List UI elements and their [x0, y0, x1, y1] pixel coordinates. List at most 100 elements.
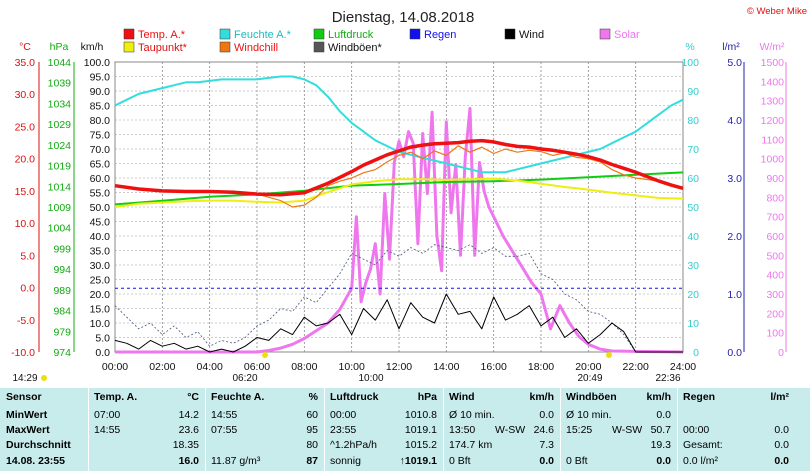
rain-value: 0.0	[774, 424, 789, 436]
series-luftdruck	[114, 171, 684, 206]
rain-unit: l/m²	[770, 391, 789, 403]
sensor-row-label: 14.08. 23:55	[6, 455, 65, 467]
legend-label: Regen	[424, 29, 456, 41]
temp-header: Temp. A.	[94, 391, 138, 403]
wind-tick-label: 0.0	[95, 347, 110, 359]
press-value: 1019.1	[404, 424, 437, 436]
legend-label: Windböen*	[328, 42, 383, 54]
legend-label: Feuchte A.*	[234, 29, 292, 41]
wind-tick-label: 95.0	[90, 72, 111, 84]
legend-swatch	[123, 41, 135, 53]
wind-tick-label: 45.0	[90, 217, 111, 229]
hum-tick-label: 10	[687, 318, 699, 330]
x-tick-label: 04:00	[197, 361, 223, 373]
wind-unit: km/h	[529, 391, 554, 403]
rain-header: Regen	[683, 391, 716, 403]
rain-tick-label: 5.0	[727, 57, 742, 69]
x-tick-label: 14:00	[433, 361, 459, 373]
press-tick-label: 1039	[48, 78, 72, 90]
press-tick-label: 1014	[48, 181, 72, 193]
x-tick-label: 10:00	[339, 361, 365, 373]
temp-value: 14.2	[178, 409, 199, 421]
hum-unit: %	[308, 391, 318, 403]
sensor-row-label: Durchschnitt	[6, 439, 71, 451]
temp-unit: °C	[187, 391, 199, 403]
solar-tick-label: 300	[766, 289, 784, 301]
rain-tick-label: 2.0	[727, 231, 742, 243]
solar-tick-label: 700	[766, 212, 784, 224]
marker-sunset: 20:49	[577, 373, 602, 384]
sensor-row-label: MinWert	[6, 409, 48, 421]
legend-swatch	[599, 28, 611, 40]
sun-icon	[41, 375, 47, 381]
solar-tick-label: 1200	[761, 115, 785, 127]
stats-table: Sensor MinWert MaxWert Durchschnitt 14.08. 2…	[0, 388, 810, 471]
temp-tick-label: 25.0	[15, 121, 36, 133]
hum-tick-label: 0	[693, 347, 699, 359]
press-header: Luftdruck	[330, 391, 379, 403]
press-tick-label: 999	[53, 243, 71, 255]
gust-unit: km/h	[646, 391, 671, 403]
temp-tick-label: 20.0	[15, 154, 36, 166]
press-tick-label: 1024	[48, 140, 72, 152]
solar-tick-label: 200	[766, 308, 784, 320]
press-cell: sonnig	[330, 455, 361, 467]
legend: Temp. A.* Feuchte A.* Luftdruck Regen Wind So…	[123, 28, 640, 54]
x-tick-label: 18:00	[528, 361, 554, 373]
press-tick-label: 1044	[48, 57, 72, 69]
hum-tick-label: 20	[687, 289, 699, 301]
hum-cell: 14:55	[211, 409, 238, 421]
legend-swatch	[409, 28, 421, 40]
table-column-divider	[560, 388, 561, 471]
solar-tick-label: 500	[766, 250, 784, 262]
gust-value: 19.3	[650, 439, 671, 451]
hum-cell: 07:55	[211, 424, 238, 436]
press-cell: ^1.2hPa/h	[330, 439, 377, 451]
table-column-divider	[324, 388, 325, 471]
series-windchill	[114, 145, 684, 208]
hum-tick-label: 40	[687, 231, 699, 243]
gust-value: 0.0	[656, 409, 671, 421]
wind-tick-label: 60.0	[90, 173, 111, 185]
marker-left: 14:29	[12, 373, 37, 384]
wind-tick-label: 80.0	[90, 115, 111, 127]
series-taupunkt	[114, 177, 684, 208]
wind-tick-label: 35.0	[90, 246, 111, 258]
x-tick-label: 12:00	[386, 361, 412, 373]
wind-cell: Ø 10 min.	[449, 409, 495, 421]
grid	[114, 61, 684, 353]
wind-tick-label: 5.0	[95, 333, 110, 345]
rain-tick-label: 1.0	[727, 289, 742, 301]
series-layer	[114, 75, 684, 354]
table-column-divider	[677, 388, 678, 471]
hum-value: 60	[306, 409, 318, 421]
x-tick-label: 00:00	[102, 361, 128, 373]
wind-cell: 174.7 km	[449, 439, 493, 451]
marker-noon: 10:00	[358, 373, 383, 384]
press-tick-label: 1029	[48, 119, 72, 131]
gust-value: 50.7	[650, 424, 671, 436]
x-tick-label: 16:00	[481, 361, 507, 373]
temp-unit: °C	[19, 41, 31, 53]
legend-label: Luftdruck	[328, 29, 374, 41]
rain-unit: l/m²	[722, 41, 740, 53]
hum-tick-label: 60	[687, 173, 699, 185]
press-tick-label: 984	[53, 306, 71, 318]
wind-tick-label: 90.0	[90, 86, 111, 98]
wind-tick-label: 85.0	[90, 101, 111, 113]
hum-cell: 11.87 g/m³	[211, 455, 261, 467]
hum-tick-label: 80	[687, 115, 699, 127]
sensor-header: Sensor	[6, 391, 42, 403]
hum-tick-label: 50	[687, 202, 699, 214]
wind-tick-label: 25.0	[90, 275, 111, 287]
solar-tick-label: 1100	[761, 134, 784, 146]
press-tick-label: 974	[53, 347, 71, 359]
x-tick-label: 20:00	[575, 361, 601, 373]
wind-tick-label: 65.0	[90, 159, 111, 171]
x-tick-label: 02:00	[149, 361, 175, 373]
rain-cell: 0.0 l/m²	[683, 455, 719, 467]
solar-tick-label: 900	[766, 173, 784, 185]
press-tick-label: 1034	[48, 98, 72, 110]
solar-unit: W/m²	[759, 41, 785, 53]
hum-tick-label: 100	[681, 57, 699, 69]
